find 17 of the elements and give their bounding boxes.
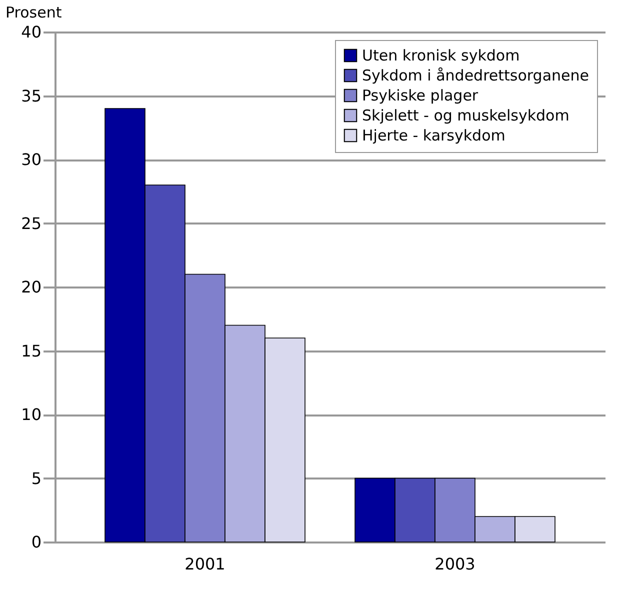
y-tick-label: 40 [21,22,42,42]
legend-label: Sykdom i åndedrettsorganene [362,66,589,84]
y-tick-label: 10 [21,405,42,424]
x-tick-label: 2003 [434,554,476,574]
y-tick-label: 15 [21,341,42,360]
y-tick-label: 30 [21,150,42,169]
y-tick-label: 5 [31,468,42,488]
y-tick-label: 25 [21,214,42,233]
legend-label: Psykiske plager [362,86,479,104]
y-tick-label: 35 [21,86,42,106]
y-tick-label: 20 [21,278,42,296]
x-tick-label: 2001 [184,554,226,574]
legend-label: Skjelett - og muskelsykdom [362,106,570,124]
y-axis-title: Prosent [6,4,62,22]
legend-label: Uten kronisk sykdom [362,46,520,64]
y-tick-label: 0 [31,532,42,552]
legend-label: Hjerte - karsykdom [362,126,506,144]
